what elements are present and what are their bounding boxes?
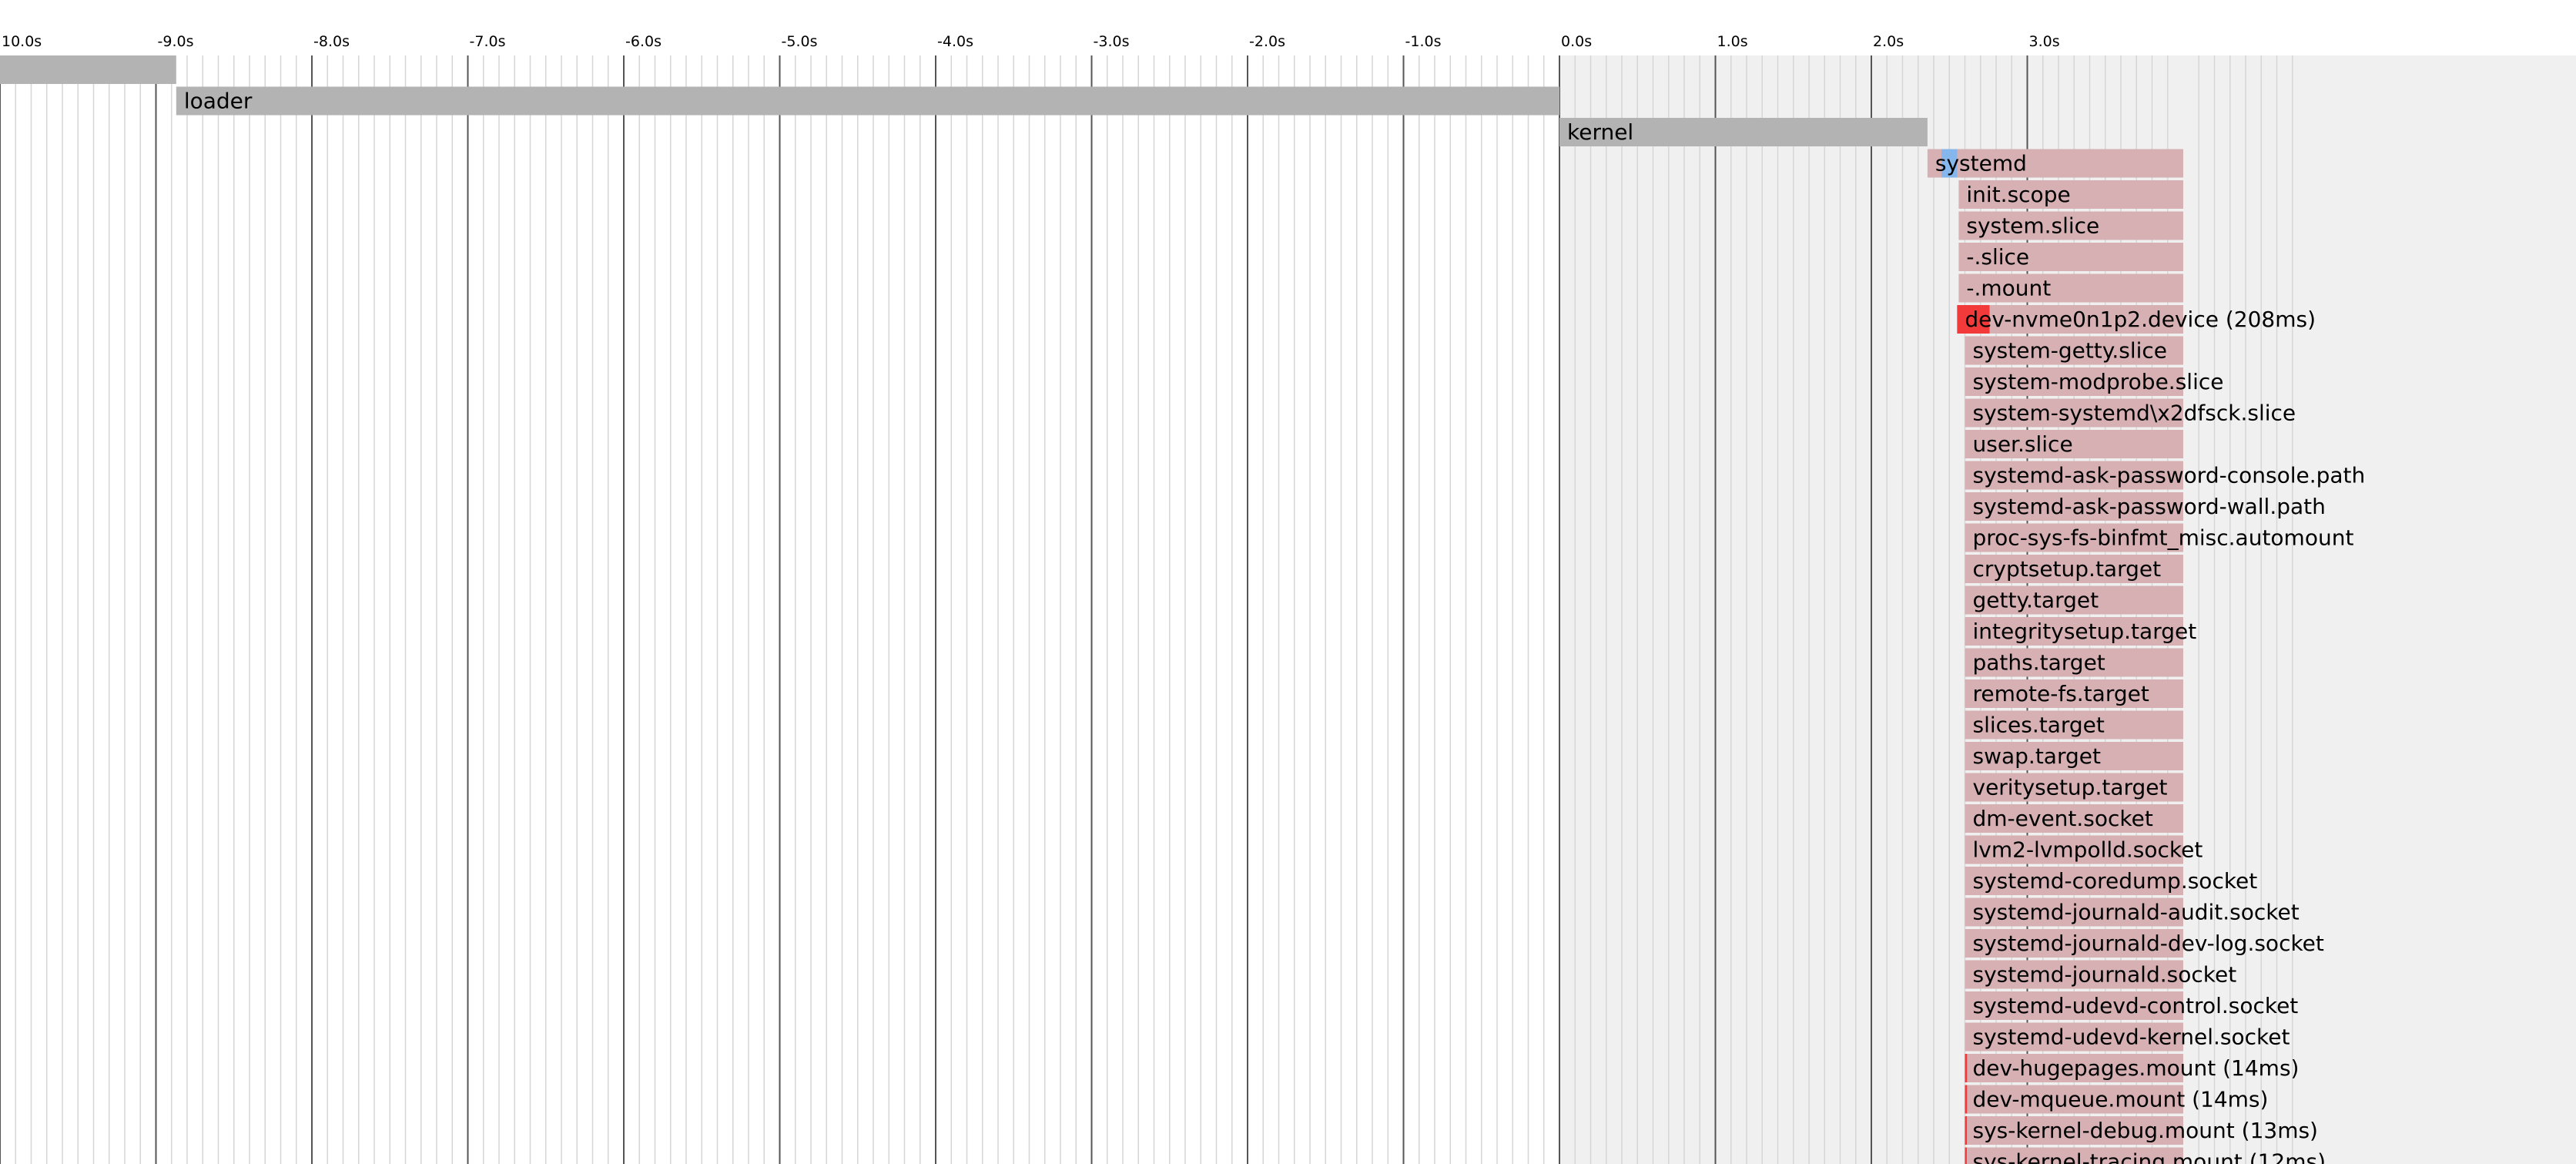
- bar-paths-target: [1965, 648, 2183, 677]
- tick-label: 10.0s: [2, 33, 42, 50]
- bar-sys-kernel-tracing-mount-12ms-: [1965, 1147, 2183, 1164]
- bar-label: systemd-udevd-kernel.socket: [1973, 1025, 2290, 1050]
- tick-label: 2.0s: [1873, 33, 1904, 50]
- bar-systemd-journald-dev-log-socket: [1965, 929, 2183, 958]
- bar-label: sys-kernel-debug.mount (13ms): [1973, 1118, 2318, 1143]
- bar-proc-sys-fs-binfmt-misc-automount: [1965, 523, 2183, 552]
- tick-label: 3.0s: [2029, 33, 2060, 50]
- bar-veritysetup-target: [1965, 773, 2183, 802]
- bar-slices-target: [1965, 710, 2183, 740]
- bar-label: loader: [184, 89, 253, 114]
- systemd-init-segment: [1941, 149, 1958, 178]
- bar-label: systemd-journald-audit.socket: [1973, 900, 2300, 925]
- bar-label: systemd-udevd-control.socket: [1973, 993, 2299, 1018]
- bar-label: getty.target: [1973, 588, 2099, 613]
- bar-swap-target: [1965, 742, 2183, 770]
- bar-label: system-modprobe.slice: [1973, 369, 2224, 394]
- bar-label: dm-event.socket: [1973, 806, 2153, 831]
- activating-segment: [1965, 1085, 1968, 1114]
- bar-system-getty-slice: [1965, 336, 2183, 365]
- bar-label: systemd-ask-password-wall.path: [1973, 494, 2326, 519]
- bar-label: kernel: [1567, 119, 1633, 145]
- bar-label: veritysetup.target: [1973, 775, 2168, 800]
- activating-segment: [1957, 305, 1990, 334]
- tick-label: -7.0s: [470, 33, 506, 50]
- bar-systemd-ask-password-wall-path: [1965, 492, 2183, 521]
- bar-label: -.mount: [1966, 276, 2051, 301]
- bar-label: systemd-journald-dev-log.socket: [1973, 931, 2324, 956]
- bar-init-scope: [1958, 180, 2183, 209]
- tick-label: -3.0s: [1094, 33, 1130, 50]
- bar-label: systemd-coredump.socket: [1973, 868, 2258, 894]
- tick-label: -6.0s: [625, 33, 662, 50]
- tick-label: 0.0s: [1561, 33, 1592, 50]
- tick-label: -5.0s: [782, 33, 818, 50]
- bar-label: user.slice: [1973, 431, 2073, 457]
- bar-system-modprobe-slice: [1965, 367, 2183, 396]
- bar-label: systemd-ask-password-console.path: [1973, 463, 2366, 488]
- bar-systemd-ask-password-console-path: [1965, 461, 2183, 490]
- bar-dev-hugepages-mount-14ms-: [1965, 1054, 2183, 1082]
- activating-segment: [1965, 1054, 1968, 1082]
- bar-dev-mqueue-mount-14ms-: [1965, 1085, 2183, 1114]
- bar-label: dev-hugepages.mount (14ms): [1973, 1055, 2300, 1081]
- bar-cryptsetup-target: [1965, 555, 2183, 583]
- bar-systemd-journald-audit-socket: [1965, 897, 2183, 927]
- bar-loader: [176, 86, 1560, 116]
- activating-segment: [1965, 1116, 1968, 1145]
- bar-layer: [0, 55, 2183, 1164]
- bar-label: lvm2-lvmpolld.socket: [1973, 837, 2203, 863]
- bar-label: dev-nvme0n1p2.device (208ms): [1965, 307, 2316, 332]
- bar-label-layer: loader kernel systemd init.scope system.slic…: [184, 89, 2365, 1164]
- tick-label: 1.0s: [1717, 33, 1748, 50]
- tick-label: -8.0s: [313, 33, 350, 50]
- tick-label-layer: 10.0s -9.0s -8.0s -7.0s -6.0s -5.0s -4.0s -3.0s…: [2, 33, 2060, 50]
- bar-label: remote-fs.target: [1973, 681, 2149, 706]
- activating-segment: [1965, 1147, 1967, 1164]
- bar-label: integritysetup.target: [1973, 619, 2197, 644]
- bar-user-slice: [1965, 430, 2183, 458]
- bar-label: -.slice: [1966, 244, 2029, 270]
- bar-label: systemd: [1935, 151, 2027, 176]
- bar--slice: [1958, 243, 2183, 271]
- bar-label: systemd-journald.socket: [1973, 962, 2237, 988]
- bar-lvm2-lvmpolld-socket: [1965, 835, 2183, 864]
- bar-dev-nvme0n1p2-device-208ms-: [1957, 305, 2183, 334]
- bar-label: slices.target: [1973, 713, 2105, 738]
- bar-label: proc-sys-fs-binfmt_misc.automount: [1973, 525, 2354, 551]
- bar-dm-event-socket: [1965, 804, 2183, 833]
- tick-label: -2.0s: [1249, 33, 1285, 50]
- bar-systemd-coredump-socket: [1965, 867, 2183, 895]
- tick-label: -4.0s: [937, 33, 973, 50]
- bar-firmware: [0, 55, 176, 84]
- bar-label: sys-kernel-tracing.mount (12ms): [1973, 1149, 2326, 1164]
- bar-label: cryptsetup.target: [1973, 556, 2162, 582]
- bar-integritysetup-target: [1965, 617, 2183, 646]
- bar--mount: [1958, 273, 2183, 303]
- bar-label: paths.target: [1973, 650, 2105, 676]
- bar-system-slice: [1958, 211, 2183, 240]
- bar-label: system-getty.slice: [1973, 338, 2168, 364]
- bar-label: init.scope: [1966, 182, 2070, 207]
- bar-systemd-journald-socket: [1965, 960, 2183, 989]
- bar-sys-kernel-debug-mount-13ms-: [1965, 1116, 2183, 1145]
- bar-systemd-udevd-kernel-socket: [1965, 1022, 2183, 1052]
- bar-getty-target: [1965, 585, 2183, 615]
- bar-system-systemd-x2dfsck-slice: [1965, 398, 2183, 428]
- bar-label: system-systemd\x2dfsck.slice: [1973, 401, 2296, 426]
- tick-label: -9.0s: [158, 33, 194, 50]
- bar-kernel: [1559, 118, 1928, 146]
- bar-label: swap.target: [1973, 743, 2101, 769]
- bar-label: dev-mqueue.mount (14ms): [1973, 1087, 2269, 1112]
- bar-label: system.slice: [1966, 213, 2099, 239]
- bar-systemd: [1927, 149, 2183, 178]
- bar-systemd-udevd-control-socket: [1965, 991, 2183, 1020]
- tick-label: -1.0s: [1405, 33, 1442, 50]
- bar-remote-fs-target: [1965, 679, 2183, 708]
